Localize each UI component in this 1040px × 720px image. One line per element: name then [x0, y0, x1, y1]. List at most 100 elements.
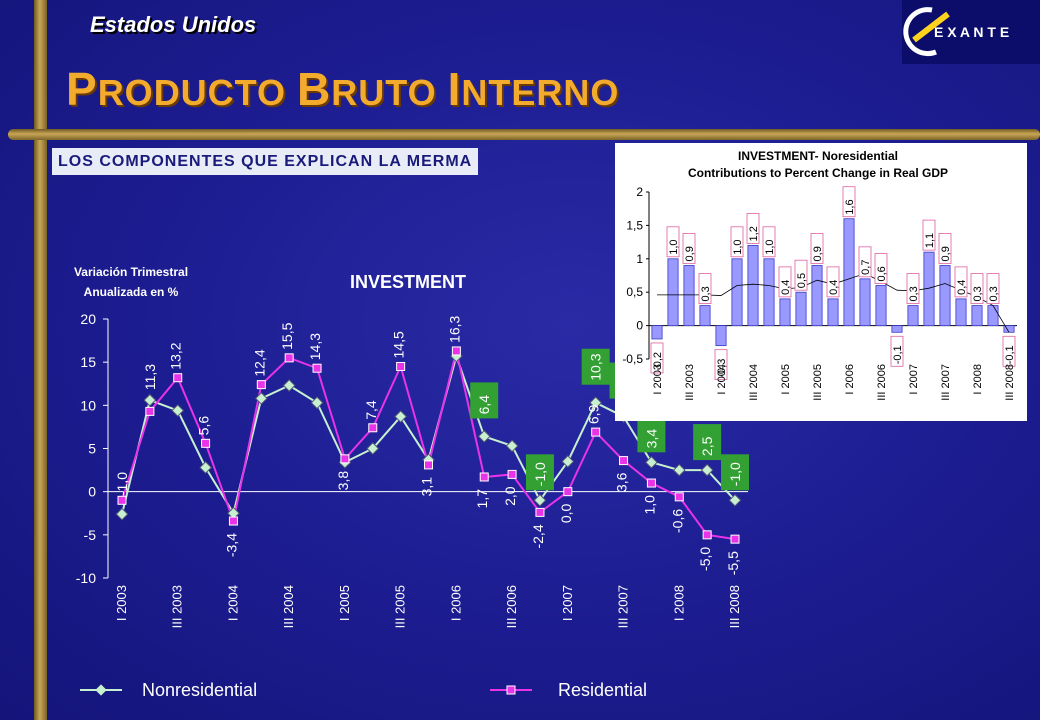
subtitle-box: LOS COMPONENTES QUE EXPLICAN LA MERMA: [52, 148, 479, 175]
legend-label-residential: Residential: [558, 680, 647, 700]
point-nonresidential: [589, 396, 603, 410]
inset-bar: [651, 325, 663, 340]
inset-label-box: [826, 266, 840, 298]
line-x-tick-label: III 2006: [504, 585, 519, 628]
title-rest-1: RODUCTO: [97, 72, 298, 113]
inset-bar: [827, 298, 839, 327]
point-nonresidential: [366, 442, 380, 455]
data-label-residential: 2,0: [502, 486, 518, 506]
inset-x-tick-label: III 2006: [876, 364, 888, 401]
line-x-tick-label: III 2004: [281, 585, 296, 628]
gold-vertical-bar: [34, 0, 47, 720]
inset-label-box: [922, 219, 936, 251]
legend-marker-residential: [506, 685, 516, 695]
inset-label-box: [938, 233, 952, 264]
title-rest-3: NTERNO: [461, 72, 620, 113]
point-nonresidential: [115, 507, 129, 521]
inset-data-label: 0,3: [988, 286, 1000, 301]
point-nonresidential: [254, 392, 268, 405]
data-label-residential: 0,0: [558, 503, 574, 523]
point-residential: [507, 469, 517, 479]
inset-data-label: -0,1: [892, 345, 904, 364]
data-label-residential: 14,3: [307, 333, 323, 360]
inset-bar: [955, 298, 967, 327]
inset-label-box: [778, 266, 792, 298]
line-y-tick-label: -5: [84, 527, 97, 543]
inset-data-label: 0,9: [812, 246, 824, 261]
data-label-residential: -3,4: [223, 533, 239, 557]
inset-bar: [875, 285, 887, 326]
inset-label-box: [698, 273, 712, 304]
point-nonresidential: [282, 379, 296, 392]
inset-bar: [779, 298, 791, 327]
line-x-tick-label: III 2007: [616, 585, 631, 628]
inset-data-label: -0,2: [652, 352, 664, 371]
inset-data-label: 0,4: [956, 280, 968, 295]
line-x-tick-label: I 2003: [114, 585, 129, 621]
point-residential: [619, 456, 629, 466]
inset-x-tick-label: III 2007: [940, 364, 952, 401]
point-residential: [730, 534, 740, 544]
inset-label-box: [906, 273, 920, 304]
data-label-box-nonresidential: [581, 348, 610, 385]
title-letter-b: B: [297, 63, 332, 115]
data-label-residential: 12,4: [251, 349, 267, 376]
inset-label-box: [954, 266, 968, 298]
point-residential: [368, 423, 378, 433]
data-label-residential: -2,4: [530, 524, 546, 548]
line-y-tick-label: 5: [88, 441, 96, 457]
inset-x-tick-label: III 2004: [748, 364, 760, 401]
inset-label-box: [890, 335, 904, 367]
data-label-residential: 7,4: [363, 400, 379, 420]
line-y-tick-label: -10: [76, 570, 96, 586]
yaxis-note-1: Variación Trimestral: [73, 265, 189, 279]
point-nonresidential: [199, 461, 212, 474]
point-residential: [340, 454, 350, 464]
point-residential: [173, 373, 183, 383]
data-label-nonresidential: 10,3: [588, 353, 604, 380]
point-residential: [256, 380, 266, 390]
inset-label-box: [762, 226, 776, 258]
inset-label-box: [842, 186, 856, 218]
legend-label-nonresidential: Nonresidential: [142, 680, 257, 700]
point-nonresidential: [394, 410, 408, 423]
point-residential: [479, 472, 489, 482]
line-x-tick-label: I 2008: [671, 585, 686, 621]
point-residential: [646, 478, 656, 488]
inset-label-box: [650, 342, 664, 374]
inset-data-label: 0,9: [940, 246, 952, 261]
data-label-box-nonresidential: [637, 416, 666, 453]
inset-data-label: 1,6: [844, 199, 856, 214]
inset-bar: [763, 258, 775, 326]
data-label-nonresidential: 11,3: [142, 364, 158, 390]
inset-data-label: -0,1: [1004, 345, 1016, 364]
line-x-tick-label: I 2007: [560, 585, 575, 621]
line-x-tick-label: III 2005: [393, 585, 408, 628]
data-label-nonresidential: -1,0: [114, 472, 130, 496]
data-label-residential: 13,2: [168, 342, 184, 369]
inset-y-tick-label: 0,5: [626, 285, 643, 299]
data-label-residential: 6,9: [586, 404, 602, 424]
inset-data-label: -0,3: [716, 359, 728, 378]
inset-label-box: [794, 259, 808, 291]
data-label-box-nonresidential: [525, 454, 554, 491]
data-label-nonresidential: 2,5: [699, 436, 715, 456]
point-nonresidential: [700, 463, 714, 477]
point-nonresidential: [672, 463, 686, 477]
inset-data-label: 0,3: [908, 286, 920, 301]
data-label-residential: -5,5: [725, 551, 741, 575]
point-nonresidential: [533, 493, 547, 507]
inset-bar: [699, 305, 711, 326]
data-label-residential: 3,6: [614, 472, 630, 492]
data-label-residential: 1,7: [474, 489, 490, 509]
point-nonresidential: [227, 506, 240, 520]
inset-bar: [683, 265, 695, 327]
data-label-box-nonresidential: [470, 382, 499, 419]
inset-bar: [907, 305, 919, 326]
inset-x-tick-label: I 2008: [972, 364, 984, 395]
point-residential: [228, 516, 238, 526]
inset-data-label: 1,0: [764, 240, 776, 255]
inset-bar: [731, 258, 743, 326]
yaxis-note-2: Anualizada en %: [83, 285, 179, 299]
inset-data-label: 1,0: [668, 240, 680, 255]
